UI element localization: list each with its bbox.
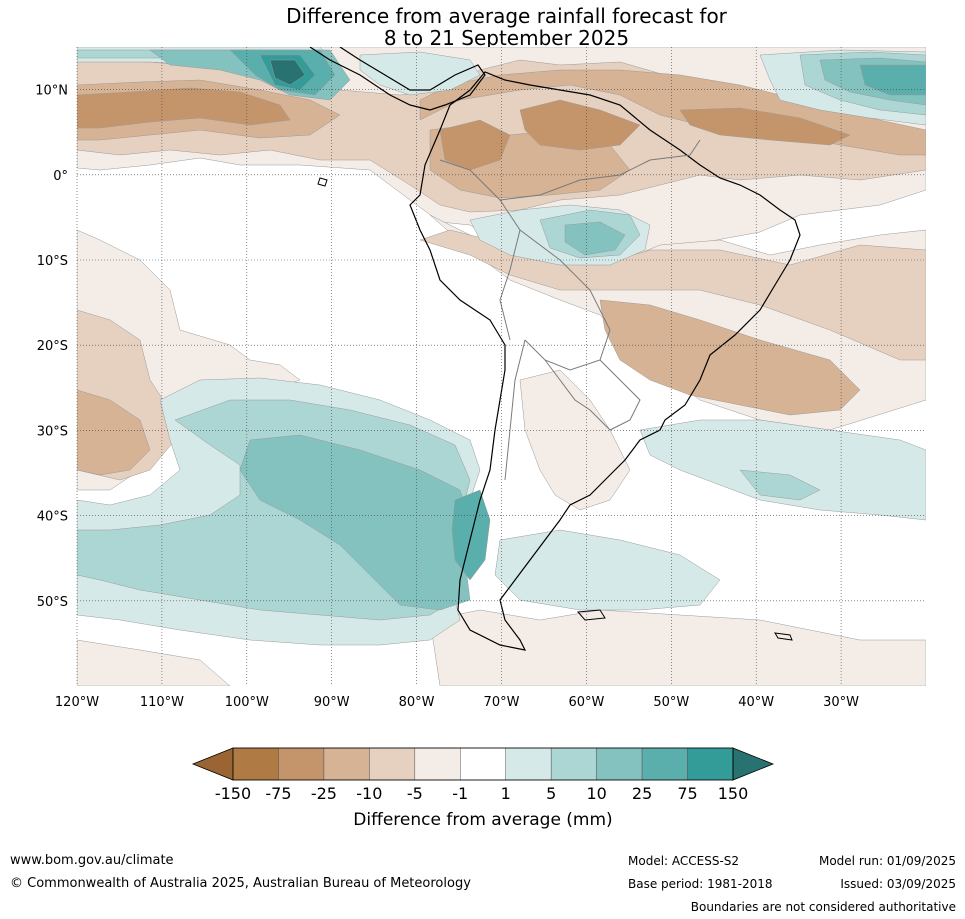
latitude-labels: 10°N 0° 10°S 20°S 30°S 40°S 50°S [35, 84, 68, 610]
rainfall-anomaly-field [77, 47, 926, 686]
very-dry-atlantic [679, 107, 851, 146]
colorbar-segment [460, 747, 506, 781]
very-dry-venezuela [519, 99, 641, 151]
graticule [76, 47, 926, 686]
dry-area-eastern-brazil [599, 299, 861, 416]
map-title-line1: Difference from average rainfall forecas… [286, 4, 727, 28]
colorbar-segment [550, 747, 597, 781]
colorbar-segment [505, 747, 552, 781]
latitude-label: 0° [53, 169, 68, 184]
boundaries-disclaimer: Boundaries are not considered authoritat… [690, 900, 956, 914]
longitude-label: 120°W [55, 695, 99, 710]
colorbar-tick-label: 10 [586, 784, 606, 803]
longitude-label: 30°W [823, 695, 859, 710]
colorbar-tick-label: -75 [265, 784, 291, 803]
wet-area-panama [359, 51, 481, 96]
country-borders [439, 139, 701, 481]
galapagos-islands [317, 177, 328, 187]
extreme-wet-peak [269, 59, 306, 86]
wet-area-chile-offshore [239, 434, 471, 611]
colorbar-tick-label: -150 [215, 784, 251, 803]
wet-area-south-atlantic [639, 419, 926, 521]
colorbar-segment [369, 747, 416, 781]
longitude-label: 50°W [653, 695, 689, 710]
wet-area-patagonia-coast [494, 529, 721, 611]
colorbar-tick-label: 5 [546, 784, 556, 803]
colorbar-tick-label: -5 [407, 784, 423, 803]
longitude-label: 70°W [484, 695, 520, 710]
colorbar: -150 -75 -25 -10 -5 -1 1 5 10 25 75 150 [191, 747, 775, 803]
central-america-coastline [309, 47, 486, 111]
longitude-label: 110°W [140, 695, 184, 710]
colorbar-segment [323, 747, 370, 781]
dry-area-argentina [519, 369, 631, 511]
base-period: Base period: 1981-2018 [628, 877, 773, 891]
map-title-line2: 8 to 21 September 2025 [383, 26, 630, 50]
colorbar-label: Difference from average (mm) [353, 810, 612, 830]
latitude-label: 10°S [37, 254, 68, 269]
latitude-label: 40°S [37, 510, 68, 525]
latitude-label: 30°S [37, 424, 68, 439]
very-wet-caribbean [859, 64, 926, 96]
colorbar-tick-label: 25 [632, 784, 652, 803]
model-run-date: Model run: 01/09/2025 [818, 854, 956, 868]
colorbar-segment [641, 747, 688, 781]
longitude-label: 80°W [399, 695, 435, 710]
latitude-label: 20°S [37, 339, 68, 354]
longitude-label: 60°W [568, 695, 604, 710]
dry-area-south [429, 609, 926, 686]
dry-area-southwest [77, 639, 231, 686]
colorbar-segment [414, 747, 461, 781]
longitude-label: 40°W [738, 695, 774, 710]
colorbar-outline [232, 747, 734, 781]
south-america-coastline [409, 71, 801, 651]
colorbar-tick-label: -1 [452, 784, 468, 803]
colorbar-segment [687, 747, 734, 781]
very-dry-pacific [77, 87, 291, 129]
colorbar-segment [278, 747, 325, 781]
wet-area-amazon-peak [564, 221, 626, 256]
colorbar-tick-label: -25 [311, 784, 337, 803]
falkland-islands [576, 609, 606, 621]
wet-area-atlantic-core [739, 469, 821, 501]
colorbar-tick-label: 150 [718, 784, 749, 803]
website-link[interactable]: www.bom.gov.au/climate [10, 853, 174, 868]
longitude-labels: 120°W 110°W 100°W 90°W 80°W 70°W 60°W 50°W 40°W 3… [55, 695, 859, 710]
south-georgia [774, 632, 793, 641]
colorbar-min-extend [191, 747, 234, 781]
colorbar-max-extend [732, 747, 775, 781]
latitude-label: 10°N [35, 84, 68, 99]
very-dry-colombia [439, 119, 511, 171]
colorbar-tick-label: 75 [677, 784, 697, 803]
latitude-label: 50°S [37, 595, 68, 610]
model-name: Model: ACCESS-S2 [628, 854, 740, 868]
longitude-label: 100°W [225, 695, 269, 710]
issued-date: Issued: 03/09/2025 [840, 877, 956, 891]
dry-area-pacific-inner [77, 389, 151, 476]
colorbar-segment [232, 747, 279, 781]
colorbar-tick-label: -10 [356, 784, 382, 803]
colorbar-segment [596, 747, 643, 781]
colorbar-tick-label: 1 [501, 784, 511, 803]
longitude-label: 90°W [314, 695, 350, 710]
copyright-text: © Commonwealth of Australia 2025, Austra… [10, 876, 471, 891]
